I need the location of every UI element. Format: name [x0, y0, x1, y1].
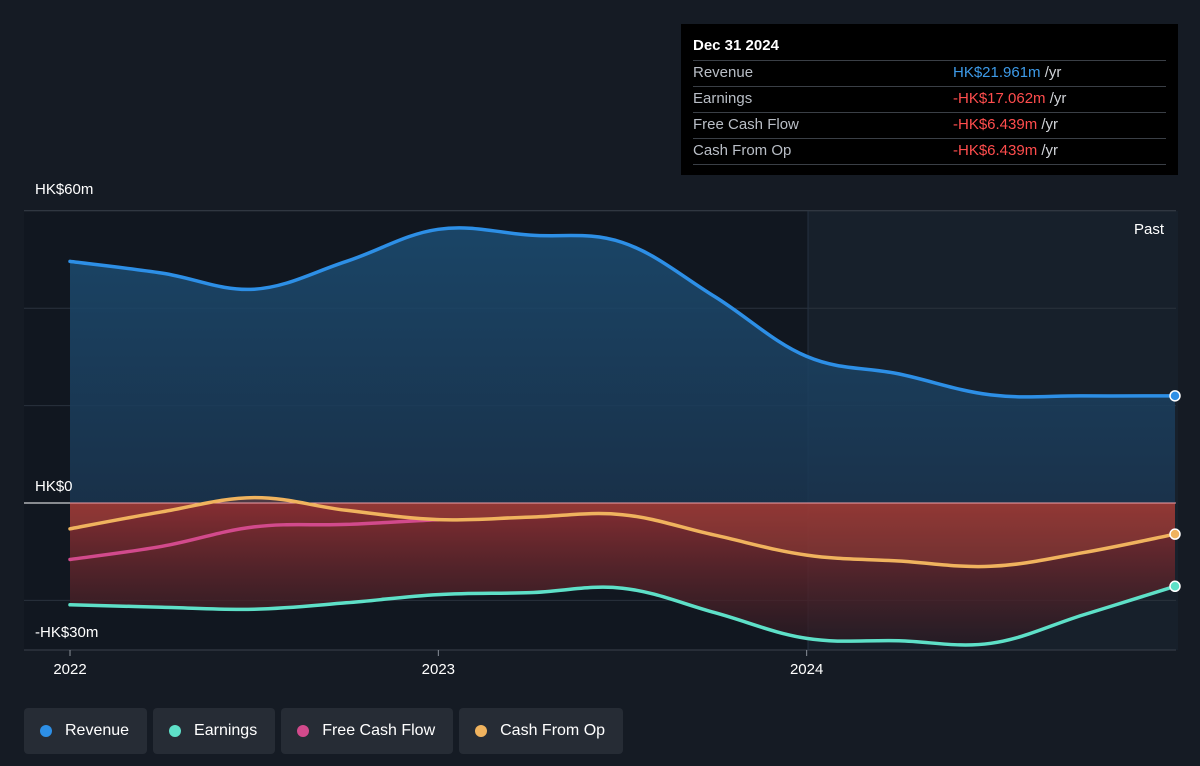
- legend-dot-icon: [475, 725, 488, 737]
- tooltip-date: Dec 31 2024: [693, 37, 779, 54]
- tooltip-row-value: -HK$17.062m /yr: [953, 87, 1066, 112]
- x-axis-label: 2023: [422, 661, 455, 678]
- legend-dot-icon: [297, 725, 310, 737]
- legend-dot-icon: [40, 725, 52, 737]
- tooltip-row-label: Free Cash Flow: [693, 116, 799, 133]
- free-cash-flow-line: [68, 517, 441, 562]
- tooltip-value-unit: /yr: [1037, 142, 1059, 159]
- tooltip-row-value: HK$21.961m /yr: [953, 61, 1061, 86]
- tooltip-row-label: Cash From Op: [693, 142, 792, 159]
- legend-item-free-cash-flow[interactable]: Free Cash Flow: [281, 708, 454, 754]
- tooltip-panel: Dec 31 2024 Revenue HK$21.961m /yr Earning…: [681, 24, 1178, 175]
- x-axis-label: 2024: [790, 661, 823, 678]
- revenue-endpoint: [1169, 390, 1181, 402]
- earnings-endpoint: [1169, 580, 1181, 593]
- earnings-area: [70, 503, 1175, 645]
- tooltip-row-value: -HK$6.439m /yr: [953, 139, 1058, 164]
- area-fills: [24, 227, 1176, 645]
- cash-from-op-area: [70, 497, 1175, 567]
- x-axis-labels: 2022 2023 2024: [53, 650, 823, 678]
- y-axis-label: -HK$30m: [35, 624, 98, 641]
- legend-label: Earnings: [194, 722, 258, 739]
- revenue-line: [68, 226, 1177, 399]
- legend-dot-icon: [169, 725, 182, 737]
- y-axis-label: HK$60m: [35, 181, 93, 198]
- tooltip-row-label: Revenue: [693, 64, 754, 81]
- tooltip-value-unit: /yr: [1040, 64, 1062, 81]
- tooltip-value-number: -HK$17.062m: [953, 90, 1046, 107]
- legend: Revenue Earnings Free Cash Flow Cash From O…: [24, 708, 624, 754]
- tooltip-value-unit: /yr: [1045, 90, 1067, 107]
- tooltip-row-label: Earnings: [693, 90, 753, 107]
- series-lines: [68, 226, 1181, 647]
- tooltip-value-number: -HK$6.439m: [953, 116, 1038, 133]
- legend-label: Free Cash Flow: [322, 722, 436, 739]
- x-axis-label: 2022: [53, 661, 86, 678]
- tooltip-value-unit: /yr: [1037, 116, 1059, 133]
- tooltip-row: Free Cash Flow -HK$6.439m /yr: [693, 112, 1166, 138]
- cash-from-op-line: [68, 495, 1177, 569]
- legend-label: Revenue: [65, 722, 130, 739]
- cash-from-op-endpoint: [1169, 528, 1181, 540]
- tooltip-rows: Revenue HK$21.961m /yr Earnings -HK$17.062m…: [693, 60, 1166, 165]
- past-label: Past: [1134, 221, 1165, 238]
- revenue-area: [70, 227, 1175, 503]
- tooltip-value-number: HK$21.961m: [953, 64, 1041, 81]
- tooltip-row-value: -HK$6.439m /yr: [953, 113, 1058, 138]
- chart-canvas: HK$60m HK$0 -HK$30m 2022 2023 2024 Past: [24, 181, 1181, 678]
- y-axis-label: HK$0: [35, 478, 73, 495]
- legend-item-revenue[interactable]: Revenue: [24, 708, 148, 754]
- tooltip-value-number: -HK$6.439m: [953, 142, 1038, 159]
- tooltip-row: Cash From Op -HK$6.439m /yr: [693, 138, 1166, 165]
- legend-item-earnings[interactable]: Earnings: [153, 708, 276, 754]
- earnings-line: [68, 584, 1177, 647]
- y-axis-labels: HK$60m HK$0 -HK$30m: [35, 181, 98, 641]
- tooltip-row: Earnings -HK$17.062m /yr: [693, 86, 1166, 112]
- legend-item-cash-from-op[interactable]: Cash From Op: [459, 708, 624, 754]
- tooltip-row: Revenue HK$21.961m /yr: [693, 60, 1166, 86]
- legend-label: Cash From Op: [500, 722, 606, 739]
